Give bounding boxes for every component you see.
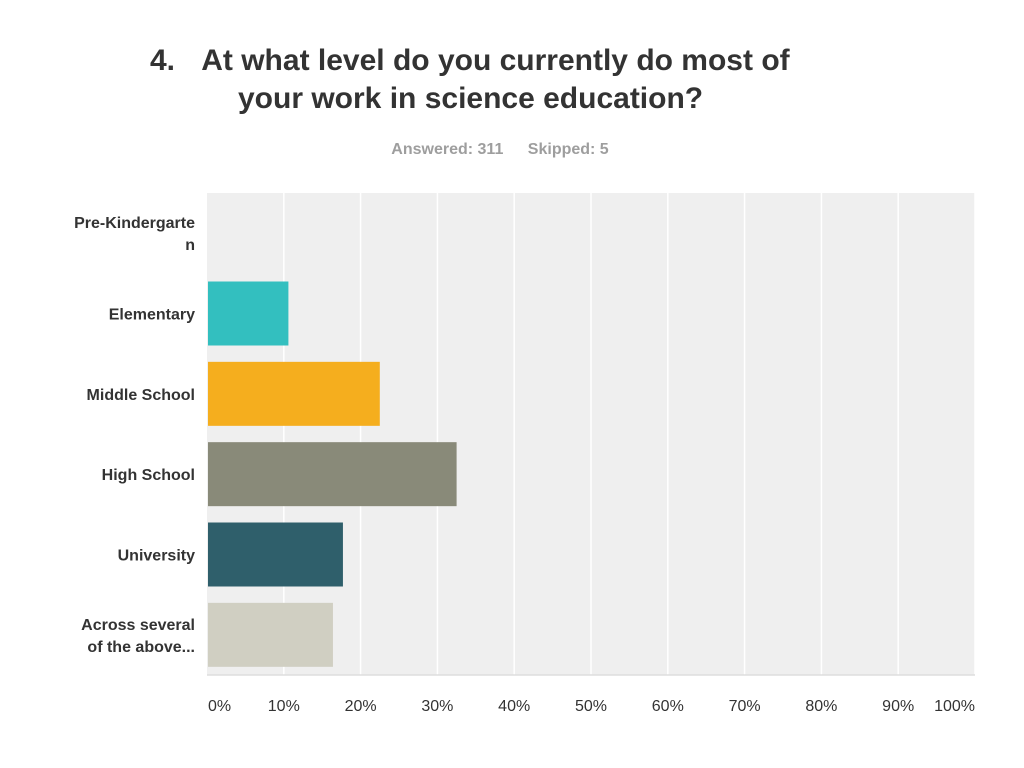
category-label-5-line-1: of the above... [87, 639, 195, 656]
category-label-5-line-0: Across several [81, 617, 195, 634]
x-tick-label-2: 20% [345, 698, 377, 715]
response-stats: Answered: 311 Skipped: 5 [0, 141, 1000, 159]
category-label-3: High School [102, 467, 195, 484]
x-tick-label-6: 60% [652, 698, 684, 715]
x-tick-label-5: 50% [575, 698, 607, 715]
question-title: 4. At what level do you currently do mos… [150, 42, 850, 118]
category-label-2: Middle School [87, 387, 195, 404]
question-number: 4. [150, 44, 176, 77]
bar-5 [208, 602, 333, 667]
x-tick-label-8: 80% [805, 698, 837, 715]
x-tick-label-0: 0% [208, 698, 231, 715]
bar-2 [208, 361, 380, 426]
question-title-line1: At what level do you currently do most o… [201, 44, 790, 77]
x-tick-label-4: 40% [498, 698, 530, 715]
category-label-0-line-0: Pre-Kindergarte [74, 215, 195, 232]
answered-count: Answered: 311 [391, 141, 504, 158]
bar-1 [208, 281, 289, 346]
category-label-1: Elementary [109, 307, 195, 324]
x-tick-label-7: 70% [729, 698, 761, 715]
x-tick-label-3: 30% [421, 698, 453, 715]
bar-4 [208, 522, 343, 587]
x-tick-label-10: 100% [934, 698, 975, 715]
bar-3 [208, 442, 457, 507]
category-label-4: University [118, 548, 195, 565]
x-tick-label-9: 90% [882, 698, 914, 715]
x-tick-label-1: 10% [268, 698, 300, 715]
skipped-count: Skipped: 5 [527, 141, 609, 158]
category-label-0-line-1: n [185, 237, 195, 254]
question-title-line2: your work in science education? [238, 82, 704, 115]
